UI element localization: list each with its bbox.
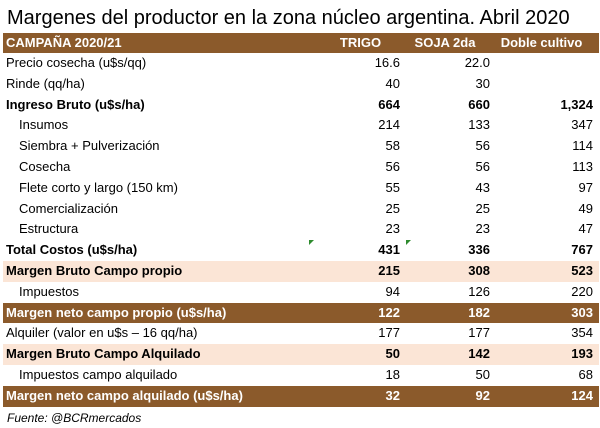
table-row: Margen neto campo propio (u$s/ha) 122 182 3… [3, 302, 599, 324]
cell-trigo: 431 [378, 242, 400, 258]
cell-doble: 347 [571, 117, 593, 133]
table-row: Alquiler (valor en u$s – 16 qq/ha) 177 177… [3, 323, 599, 344]
cell-trigo: 214 [378, 117, 400, 133]
header-doble: Doble cultivo [500, 35, 583, 50]
source-note: Fuente: @BCRmercados [7, 411, 142, 425]
cell-trigo: 56 [385, 158, 400, 174]
row-label: Impuestos campo alquilado [19, 366, 178, 382]
cell-doble: 220 [571, 283, 593, 299]
header-soja: SOJA 2da [414, 35, 476, 50]
cell-soja: 43 [475, 179, 490, 195]
cell-soja: 56 [475, 158, 490, 174]
cell-doble: 113 [572, 158, 593, 174]
table-row: Margen neto campo alquilado (u$s/ha) 32 92… [3, 385, 599, 407]
cell-doble: 114 [572, 138, 593, 154]
cell-trigo: 55 [385, 179, 400, 195]
row-label: Rinde (qq/ha) [6, 75, 85, 91]
cell-doble: 354 [571, 325, 593, 341]
cell-trigo: 32 [385, 387, 400, 403]
row-label: Siembra + Pulverización [19, 138, 160, 154]
cell-soja: 182 [468, 304, 490, 320]
table-row: Total Costos (u$s/ha) 431 336 767 [3, 240, 599, 261]
margins-table: CAMPAÑA 2020/21 TRIGO SOJA 2da Doble cul… [3, 33, 599, 407]
cell-soja: 177 [468, 325, 490, 341]
cell-doble: 49 [578, 200, 593, 216]
cell-trigo: 215 [378, 262, 400, 278]
cell-doble: 68 [578, 366, 593, 382]
row-label: Insumos [19, 117, 69, 133]
row-label: Estructura [19, 221, 79, 237]
row-label: Margen neto campo alquilado (u$s/ha) [6, 387, 243, 403]
cell-trigo: 664 [378, 96, 400, 112]
cell-trigo: 122 [378, 304, 400, 320]
cell-trigo: 25 [385, 200, 400, 216]
cell-soja: 660 [468, 96, 490, 112]
table-row: Impuestos campo alquilado 18 50 68 [3, 365, 599, 386]
cell-trigo: 94 [385, 283, 400, 299]
row-label: Ingreso Bruto (u$s/ha) [6, 96, 145, 112]
row-label: Precio cosecha (u$s/qq) [6, 55, 147, 70]
cell-soja: 336 [468, 242, 490, 258]
table-body: Precio cosecha (u$s/qq) 16.6 22.0 Rinde (qq… [3, 53, 599, 407]
cell-trigo: 23 [385, 221, 400, 237]
cell-doble: 767 [571, 242, 593, 258]
table-row: Margen Bruto Campo propio 215 308 523 [3, 260, 599, 282]
cell-soja: 50 [475, 366, 490, 382]
row-label: Flete corto y largo (150 km) [19, 179, 178, 195]
cell-doble: 47 [578, 221, 593, 237]
cell-doble: 1,324 [560, 96, 593, 112]
cell-soja: 92 [475, 387, 490, 403]
table-row: Cosecha 56 56 113 [3, 157, 599, 178]
table-row: Flete corto y largo (150 km) 55 43 97 [3, 178, 599, 199]
cell-trigo: 40 [385, 75, 400, 91]
cell-marker-icon [406, 240, 411, 245]
cell-trigo: 50 [385, 346, 400, 362]
cell-soja: 56 [475, 138, 490, 154]
row-label: Margen Bruto Campo Alquilado [6, 346, 201, 362]
cell-trigo: 177 [378, 325, 400, 341]
cell-doble: 97 [578, 179, 593, 195]
table-header: CAMPAÑA 2020/21 TRIGO SOJA 2da Doble cul… [3, 33, 599, 53]
cell-soja: 142 [468, 346, 490, 362]
cell-doble: 303 [571, 304, 593, 320]
cell-soja: 126 [468, 283, 490, 299]
row-label: Cosecha [19, 158, 71, 174]
cell-doble [490, 53, 596, 74]
header-campaign: CAMPAÑA 2020/21 [6, 35, 122, 50]
cell-trigo: 16.6 [374, 55, 400, 70]
cell-doble: 193 [571, 346, 593, 362]
table-row: Siembra + Pulverización 58 56 114 [3, 136, 599, 157]
cell-soja: 30 [475, 75, 490, 91]
cell-doble [490, 74, 596, 95]
row-label: Total Costos (u$s/ha) [6, 242, 138, 258]
table-row: Impuestos 94 126 220 [3, 282, 599, 303]
cell-doble: 523 [571, 262, 593, 278]
row-label: Alquiler (valor en u$s – 16 qq/ha) [6, 325, 198, 341]
cell-soja: 22.0 [464, 55, 490, 70]
table-row: Margen Bruto Campo Alquilado 50 142 193 [3, 344, 599, 365]
table-row: Ingreso Bruto (u$s/ha) 664 660 1,324 [3, 95, 599, 116]
cell-soja: 133 [468, 117, 490, 133]
cell-soja: 308 [468, 262, 490, 278]
cell-trigo: 18 [385, 366, 400, 382]
cell-soja: 25 [475, 200, 490, 216]
cell-marker-icon [309, 240, 314, 245]
row-label: Impuestos [19, 283, 79, 299]
table-row: Insumos 214 133 347 [3, 115, 599, 136]
page-title: Margenes del productor en la zona núcleo… [7, 7, 570, 29]
cell-doble: 124 [571, 387, 593, 403]
row-label: Margen Bruto Campo propio [6, 262, 183, 278]
row-label: Comercialización [19, 200, 118, 216]
table-row: Rinde (qq/ha) 40 30 [3, 74, 599, 95]
cell-trigo: 58 [385, 138, 400, 154]
cell-soja: 23 [475, 221, 490, 237]
table-row: Estructura 23 23 47 [3, 219, 599, 240]
header-trigo: TRIGO [339, 35, 382, 50]
table-row: Comercialización 25 25 49 [3, 199, 599, 220]
row-label: Margen neto campo propio (u$s/ha) [6, 304, 227, 320]
table-row: Precio cosecha (u$s/qq) 16.6 22.0 [3, 53, 599, 74]
